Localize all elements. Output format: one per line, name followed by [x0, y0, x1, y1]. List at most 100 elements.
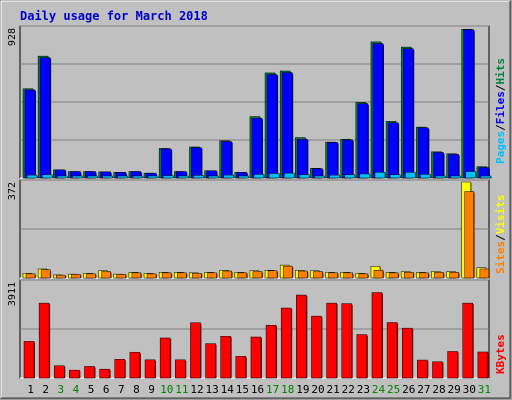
bar-files-day-14 — [221, 141, 232, 179]
bar-pages-day-20 — [314, 175, 325, 179]
legend-pages: Pages — [494, 131, 507, 164]
bar-kbytes-day-26 — [401, 327, 413, 379]
bar-kbytes-day-10 — [159, 337, 171, 379]
bar-sites-day-4 — [71, 274, 81, 279]
x-tick-label-day-29: 29 — [448, 383, 461, 396]
bar-kbytes-day-21 — [326, 302, 337, 379]
bar-kbytes-day-27 — [417, 359, 428, 379]
panel-3: 3911 KBytes — [7, 279, 507, 379]
bar-pages-day-13 — [208, 175, 219, 179]
x-tick-label-day-28: 28 — [432, 383, 445, 396]
x-tick-label-day-25: 25 — [387, 383, 400, 396]
bar-files-day-21 — [327, 142, 338, 179]
x-tick-label-day-15: 15 — [236, 383, 249, 396]
bar-sites-day-14 — [222, 270, 232, 279]
legend-1: Pages/Files/Hits — [494, 58, 507, 164]
bar-files-day-29 — [448, 154, 459, 179]
bar-files-day-17 — [266, 74, 278, 179]
bar-files-day-27 — [418, 127, 429, 179]
bar-sites-day-21 — [328, 272, 338, 279]
x-tick-label-day-27: 27 — [417, 383, 430, 396]
bar-sites-day-31 — [479, 268, 490, 279]
x-tick-label-day-14: 14 — [221, 383, 235, 396]
bar-kbytes-day-31 — [477, 351, 489, 379]
x-tick-label-day-22: 22 — [342, 383, 355, 396]
bar-pages-day-17 — [268, 173, 280, 179]
bar-pages-day-3 — [57, 175, 68, 179]
bar-kbytes-day-17 — [265, 324, 277, 379]
bar-kbytes-day-30 — [462, 302, 473, 379]
bar-sites-day-7 — [116, 274, 127, 279]
bar-sites-day-29 — [449, 272, 459, 279]
bar-kbytes-day-12 — [190, 322, 201, 379]
bar-pages-day-18 — [283, 172, 295, 179]
bar-kbytes-day-13 — [205, 343, 216, 379]
bar-sites-day-20 — [313, 271, 323, 279]
bar-sites-day-28 — [434, 272, 444, 279]
bar-sites-day-2 — [40, 269, 51, 279]
legend-separator: / — [494, 84, 507, 91]
bar-sites-day-22 — [343, 272, 353, 279]
bar-files-day-30 — [463, 29, 474, 179]
bar-kbytes-day-5 — [84, 366, 95, 379]
bar-files-day-10 — [160, 148, 172, 179]
bar-files-day-28 — [433, 152, 444, 179]
bar-kbytes-day-29 — [447, 351, 458, 379]
bar-kbytes-day-6 — [99, 368, 110, 379]
bar-kbytes-day-11 — [175, 359, 186, 379]
chart-panels: 928Pages/Files/Hits372Sites/Visits3911KB… — [7, 25, 507, 379]
bar-kbytes-day-18 — [280, 307, 292, 379]
x-tick-label-day-19: 19 — [296, 383, 309, 396]
bar-pages-day-4 — [72, 175, 83, 179]
x-tick-label-day-17: 17 — [266, 383, 279, 396]
legend-files: Files — [494, 91, 507, 124]
bar-files-day-24 — [372, 43, 384, 179]
x-tick-label-day-6: 6 — [103, 383, 110, 396]
bar-pages-day-19 — [299, 174, 310, 179]
bar-kbytes-day-28 — [432, 361, 443, 379]
bar-sites-day-17 — [267, 270, 278, 279]
bar-pages-day-21 — [329, 174, 340, 179]
bar-files-day-19 — [297, 138, 308, 179]
bar-pages-day-2 — [41, 174, 53, 179]
bar-files-day-23 — [357, 103, 369, 179]
x-tick-label-day-26: 26 — [402, 383, 415, 396]
bar-kbytes-day-3 — [54, 365, 65, 379]
x-tick-label-day-16: 16 — [251, 383, 264, 396]
bar-sites-day-11 — [177, 272, 187, 279]
x-tick-label-day-10: 10 — [160, 383, 173, 396]
bar-sites-day-30 — [464, 191, 474, 279]
legend-sites: Sites — [494, 241, 507, 274]
bar-pages-day-9 — [147, 175, 159, 179]
legend-hits: Hits — [494, 58, 507, 85]
bar-pages-day-27 — [420, 174, 431, 179]
bar-kbytes-day-15 — [235, 356, 247, 379]
x-tick-label-day-11: 11 — [175, 383, 188, 396]
legend-2: Sites/Visits — [494, 195, 507, 275]
y-max-label: 928 — [7, 28, 18, 46]
bar-sites-day-18 — [282, 265, 293, 279]
bar-pages-day-12 — [193, 175, 204, 179]
bar-sites-day-10 — [161, 272, 172, 279]
x-tick-label-day-18: 18 — [281, 383, 294, 396]
x-tick-label-day-24: 24 — [372, 383, 386, 396]
bar-sites-day-13 — [207, 272, 217, 279]
bar-pages-day-10 — [162, 175, 174, 179]
bar-pages-day-29 — [450, 175, 461, 179]
bar-sites-day-26 — [403, 272, 414, 279]
chart-title: Daily usage for March 2018 — [20, 9, 208, 23]
legend-visits: Visits — [494, 195, 507, 235]
bar-files-day-12 — [191, 147, 202, 179]
bar-pages-day-22 — [344, 174, 355, 179]
bar-kbytes-day-9 — [144, 359, 156, 379]
bar-kbytes-day-16 — [250, 336, 262, 379]
bar-sites-day-3 — [56, 274, 66, 279]
bar-pages-day-6 — [102, 175, 113, 179]
bar-sites-day-8 — [131, 272, 142, 279]
bar-kbytes-day-23 — [356, 334, 368, 379]
x-tick-label-day-7: 7 — [118, 383, 125, 396]
bar-files-day-16 — [251, 117, 263, 179]
bar-pages-day-31 — [480, 175, 492, 179]
